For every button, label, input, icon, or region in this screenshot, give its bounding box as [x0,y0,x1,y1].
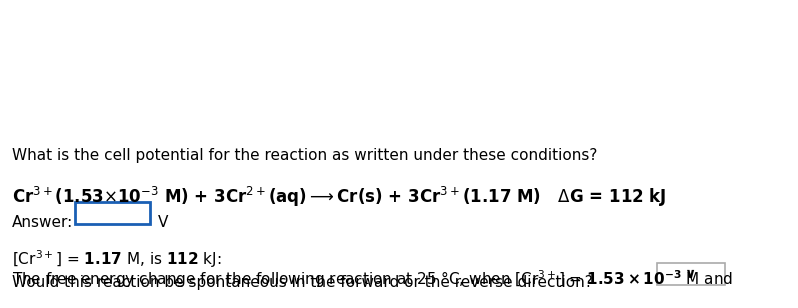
Text: [Cr$^{3+}$] = $\mathbf{1.17}$ M, is $\mathbf{112}$ kJ:: [Cr$^{3+}$] = $\mathbf{1.17}$ M, is $\ma… [12,248,222,270]
Text: Would this reaction be spontaneous in the forward or the reverse direction?: Would this reaction be spontaneous in th… [12,275,593,290]
FancyBboxPatch shape [75,202,150,224]
Text: The free energy change for the following reaction at 25 °C, when [Cr$^{3+}$] = $: The free energy change for the following… [12,268,733,290]
Text: Cr$^{3+}$(1.53$\times$10$^{-3}$ M) + 3Cr$^{2+}$(aq)$\longrightarrow$Cr(s) + 3Cr$: Cr$^{3+}$(1.53$\times$10$^{-3}$ M) + 3Cr… [12,185,666,209]
Text: Answer:: Answer: [12,215,73,230]
FancyBboxPatch shape [657,263,725,285]
Text: V: V [158,215,168,230]
Text: What is the cell potential for the reaction as written under these conditions?: What is the cell potential for the react… [12,148,598,163]
Text: ∨: ∨ [685,267,697,281]
